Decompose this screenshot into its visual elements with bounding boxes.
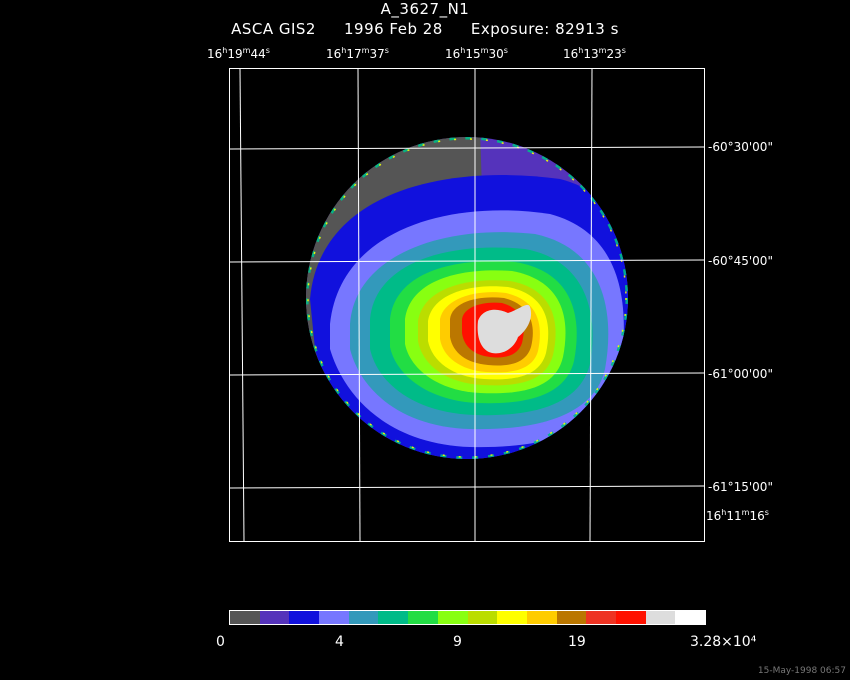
colorbar-swatch <box>615 611 646 624</box>
colorbar-swatch <box>348 611 379 624</box>
dec-tick-label: -60°45'00" <box>708 254 773 268</box>
colorbar-swatch <box>319 611 349 624</box>
colorbar-swatch <box>645 611 676 624</box>
dec-tick-label: -60°30'00" <box>708 140 773 154</box>
colorbar-swatch <box>675 611 705 624</box>
colorbar-swatch <box>289 611 320 624</box>
ra-tick-label: 16h17m37s <box>326 46 389 61</box>
ra-tick-label: 16h15m30s <box>445 46 508 61</box>
timestamp: 15-May-1998 06:57 <box>757 666 846 676</box>
dec-tick-label: -61°15'00" <box>708 480 773 494</box>
image-title: A_3627_N1 <box>380 0 470 18</box>
exposure-label: Exposure: 82913 s <box>470 20 619 38</box>
colorbar-swatch <box>259 611 290 624</box>
colorbar-swatch <box>586 611 616 624</box>
coordinate-grid <box>230 69 704 541</box>
colorbar-swatch <box>526 611 557 624</box>
colorbar-swatch <box>408 611 438 624</box>
dec-tick-label: -61°00'00" <box>708 367 773 381</box>
observation-info: ASCA GIS2 1996 Feb 28 Exposure: 82913 s <box>0 20 850 38</box>
colorbar-swatch <box>556 611 587 624</box>
ra-tick-label: 16h13m23s <box>563 46 626 61</box>
colorbar-label: 19 <box>568 634 586 650</box>
xray-intensity-map <box>230 69 704 541</box>
intensity-colorbar <box>229 610 706 625</box>
ra-tick-label: 16h11m16s <box>706 508 769 523</box>
colorbar-swatch <box>378 611 409 624</box>
colorbar-label: 4 <box>335 634 344 650</box>
colorbar-swatch <box>437 611 468 624</box>
observation-date: 1996 Feb 28 <box>343 20 443 38</box>
instrument-label: ASCA GIS2 <box>231 20 316 38</box>
colorbar-swatch <box>230 611 260 624</box>
colorbar-swatch <box>497 611 527 624</box>
ra-tick-label: 16h19m44s <box>207 46 270 61</box>
xray-image-panel <box>229 68 705 542</box>
colorbar-label: 0 <box>216 634 225 650</box>
colorbar-label: 9 <box>453 634 462 650</box>
colorbar-swatch <box>467 611 498 624</box>
colorbar-label: 3.28×10⁴ <box>690 634 757 650</box>
